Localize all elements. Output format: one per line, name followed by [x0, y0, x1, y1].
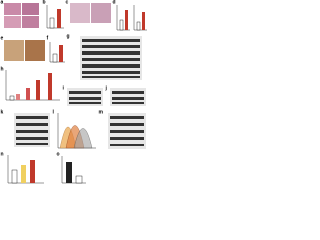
western-blot [108, 113, 146, 149]
micrograph [22, 3, 39, 15]
panel-label: o [57, 152, 60, 158]
panel-label: h [1, 67, 4, 73]
micrograph [22, 16, 39, 28]
bar [125, 10, 128, 30]
micrograph [4, 3, 21, 15]
bar [119, 19, 124, 31]
panel-label: n [1, 152, 4, 158]
bar [57, 9, 61, 28]
axis [133, 5, 147, 31]
axis [5, 70, 60, 101]
panel-label: i [63, 86, 65, 92]
bar [21, 165, 26, 183]
panel-label: k [1, 110, 4, 116]
bar [11, 169, 18, 184]
panel-label: g [67, 34, 70, 40]
bar [136, 21, 141, 31]
axis [61, 156, 86, 184]
panel-label: m [99, 110, 104, 116]
bar [75, 175, 83, 184]
bar [142, 12, 145, 30]
panel-label: f [47, 36, 49, 42]
panel-label: d [113, 0, 116, 6]
panel-label: c [66, 0, 69, 6]
western-blot [80, 36, 142, 80]
micrograph [4, 16, 21, 28]
bar [48, 73, 52, 100]
axis [116, 5, 130, 31]
panel-label: l [53, 110, 55, 116]
micrograph [70, 3, 90, 23]
flow-histograms [57, 113, 96, 149]
bar [26, 88, 30, 100]
micrograph [91, 3, 111, 23]
bar [49, 17, 55, 29]
bar [66, 162, 72, 183]
bar [52, 53, 58, 63]
bar [9, 95, 15, 101]
panel-label: a [1, 0, 4, 6]
western-blot [67, 88, 146, 106]
bar [59, 45, 63, 62]
bar [30, 160, 35, 183]
micrograph [4, 40, 24, 61]
panel-label: j [105, 86, 108, 92]
axis [46, 5, 64, 29]
bar [16, 94, 20, 100]
western-blot [14, 113, 50, 147]
micrograph [25, 40, 45, 61]
figure: a b c d e f g h i j k l m n o [1, 0, 147, 184]
bar [36, 80, 40, 100]
panel-label: e [1, 36, 4, 42]
panel-label: b [43, 0, 46, 6]
